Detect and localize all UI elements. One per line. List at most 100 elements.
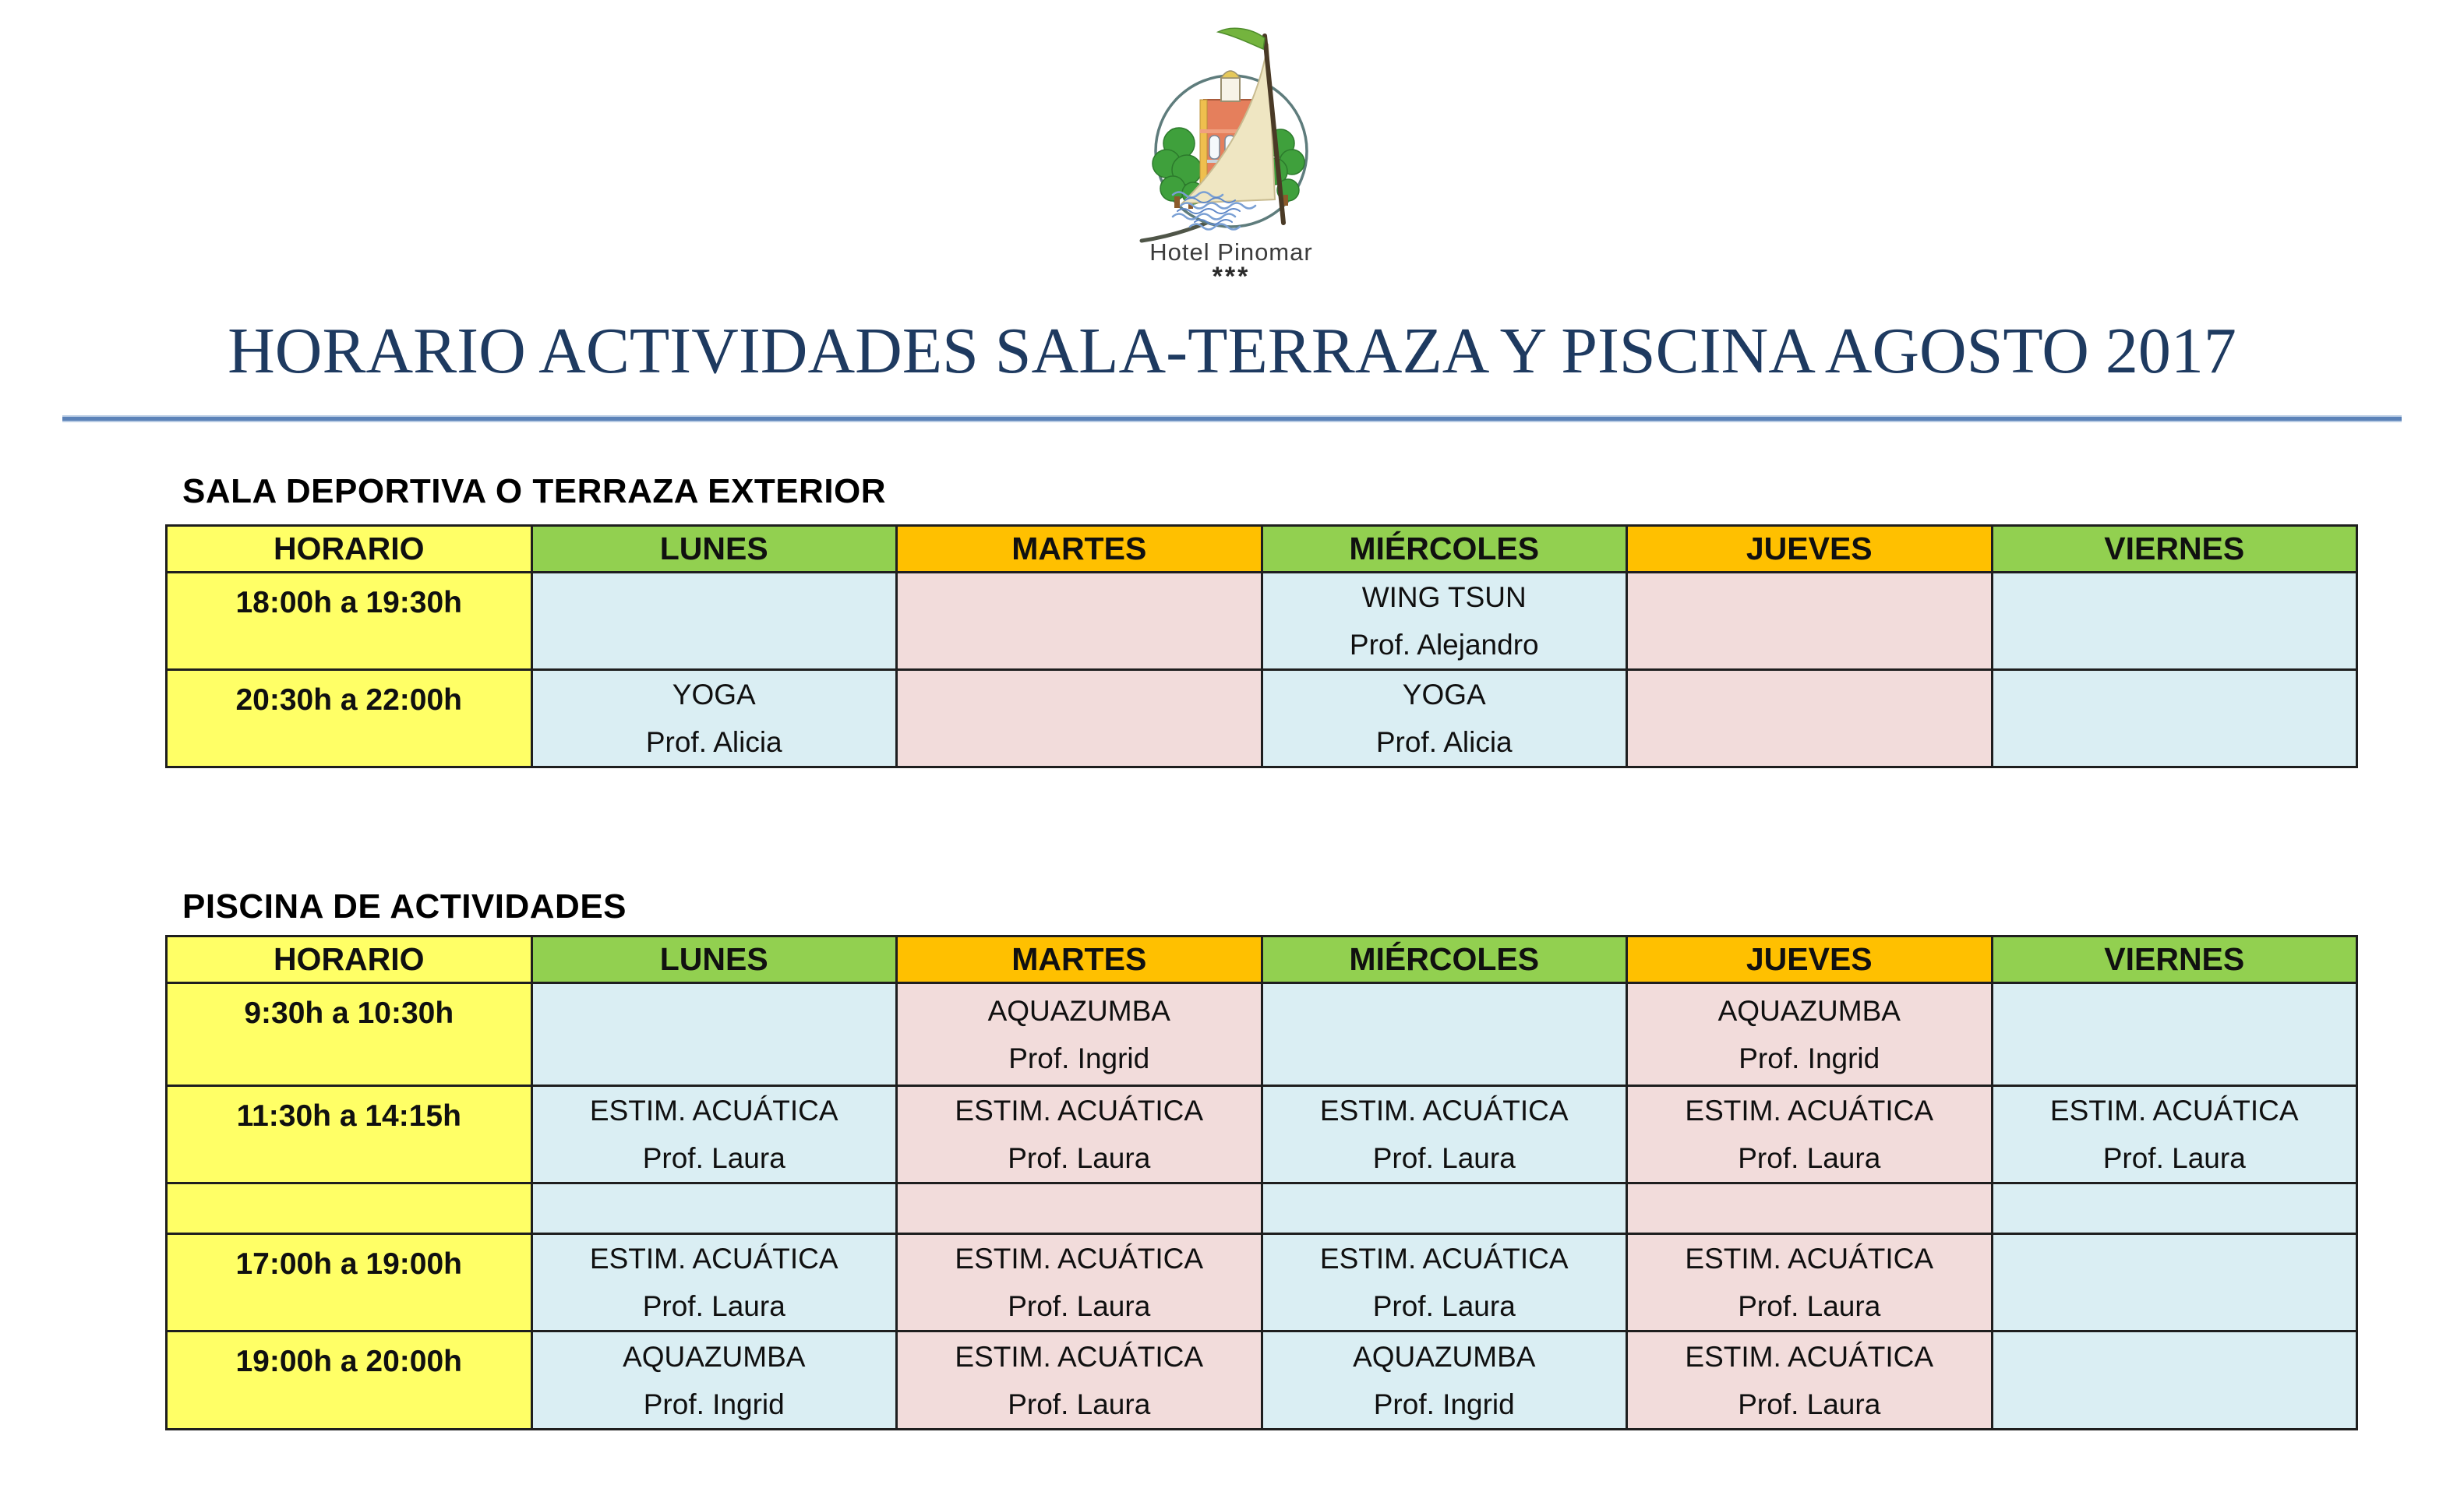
- time-cell: 11:30h a 14:15h: [165, 1085, 533, 1184]
- schedule-cell-line: Prof. Laura: [1738, 1290, 1881, 1322]
- schedule-cell: [1626, 1182, 1993, 1235]
- spacer-row: [165, 1182, 2358, 1235]
- flag: [1216, 27, 1266, 51]
- header-row: HORARIO LUNES MARTES MIÉRCOLES JUEVES VIERNES: [165, 524, 2358, 573]
- schedule-cell-line: Prof. Laura: [1008, 1290, 1151, 1322]
- time-cell: [165, 1182, 533, 1235]
- schedule-cell: ESTIM. ACUÁTICA Prof. Laura: [1626, 1085, 1993, 1184]
- schedule-cell-line: ESTIM. ACUÁTICA: [1685, 1340, 1934, 1373]
- horario-header-cell: HORARIO: [165, 935, 533, 984]
- schedule-cell: ESTIM. ACUÁTICA Prof. Laura: [530, 1085, 898, 1184]
- schedule-cell-line: ESTIM. ACUÁTICA: [1685, 1095, 1934, 1127]
- schedule-cell: ESTIM. ACUÁTICA Prof. Laura: [1260, 1085, 1628, 1184]
- schedule-cell: AQUAZUMBA Prof. Ingrid: [895, 982, 1263, 1087]
- day-header-cell: MARTES: [895, 935, 1263, 984]
- mast: [1262, 34, 1286, 225]
- header-row: HORARIO LUNES MARTES MIÉRCOLES JUEVES VIERNES: [165, 935, 2358, 984]
- schedule-cell: [530, 982, 898, 1087]
- day-header-cell: LUNES: [530, 935, 898, 984]
- schedule-cell: YOGA Prof. Alicia: [530, 668, 898, 768]
- schedule-cell: [1260, 1182, 1628, 1235]
- schedule-cell: [1990, 1182, 2358, 1235]
- day-header-cell: MIÉRCOLES: [1260, 524, 1628, 573]
- schedule-cell-line: AQUAZUMBA: [623, 1340, 806, 1373]
- schedule-row: 17:00h a 19:00h ESTIM. ACUÁTICA Prof. Laur…: [165, 1233, 2358, 1332]
- day-header-cell: MIÉRCOLES: [1260, 935, 1628, 984]
- day-header-cell: VIERNES: [1990, 524, 2358, 573]
- schedule-cell: ESTIM. ACUÁTICA Prof. Laura: [895, 1233, 1263, 1332]
- schedule-cell: [1626, 571, 1993, 671]
- hotel-logo-stars: ***: [1212, 262, 1251, 291]
- schedule-row: 18:00h a 19:30h WING TSUN Prof. Alejandro: [165, 571, 2358, 671]
- schedule-cell-line: Prof. Alicia: [645, 726, 782, 758]
- title-underline: [62, 415, 2402, 422]
- schedule-cell-line: Prof. Laura: [1372, 1142, 1516, 1174]
- schedule-cell: [1260, 982, 1628, 1087]
- schedule-cell: [530, 1182, 898, 1235]
- sala-deportiva-schedule-table: HORARIO LUNES MARTES MIÉRCOLES JUEVES VIERNES…: [165, 524, 2358, 768]
- schedule-cell-line: ESTIM. ACUÁTICA: [1685, 1243, 1934, 1275]
- schedule-row: 11:30h a 14:15h ESTIM. ACUÁTICA Prof. Laur…: [165, 1085, 2358, 1184]
- piscina-schedule-table: HORARIO LUNES MARTES MIÉRCOLES JUEVES VIERNES…: [165, 935, 2358, 1430]
- schedule-cell-line: Prof. Laura: [642, 1142, 785, 1174]
- schedule-row: 20:30h a 22:00h YOGA Prof. Alicia YOGA Prof.…: [165, 668, 2358, 768]
- schedule-cell-line: Prof. Ingrid: [1008, 1042, 1150, 1074]
- schedule-cell-line: Prof. Laura: [1372, 1290, 1516, 1322]
- schedule-cell-line: Prof. Laura: [642, 1290, 785, 1322]
- schedule-cell: ESTIM. ACUÁTICA Prof. Laura: [895, 1085, 1263, 1184]
- section-title-piscina: PISCINA DE ACTIVIDADES: [182, 887, 627, 926]
- sail: [1180, 43, 1276, 205]
- schedule-cell-line: Prof. Laura: [1738, 1388, 1881, 1420]
- schedule-cell-line: Prof. Laura: [1008, 1142, 1151, 1174]
- schedule-row: 9:30h a 10:30h AQUAZUMBA Prof. Ingrid AQUAZ…: [165, 982, 2358, 1087]
- schedule-row: 19:00h a 20:00h AQUAZUMBA Prof. Ingrid ESTI…: [165, 1330, 2358, 1430]
- schedule-cell: [1990, 982, 2358, 1087]
- day-header-cell: MARTES: [895, 524, 1263, 573]
- schedule-cell: ESTIM. ACUÁTICA Prof. Laura: [895, 1330, 1263, 1430]
- schedule-cell-line: ESTIM. ACUÁTICA: [955, 1095, 1204, 1127]
- schedule-cell: ESTIM. ACUÁTICA Prof. Laura: [1260, 1233, 1628, 1332]
- time-cell: 17:00h a 19:00h: [165, 1233, 533, 1332]
- water-waves: [1171, 191, 1257, 231]
- page-title: HORARIO ACTIVIDADES SALA-TERRAZA Y PISCI…: [228, 315, 2236, 387]
- schedule-cell: [1990, 668, 2358, 768]
- schedule-cell-line: AQUAZUMBA: [1353, 1340, 1536, 1373]
- schedule-cell: YOGA Prof. Alicia: [1260, 668, 1628, 768]
- schedule-cell: ESTIM. ACUÁTICA Prof. Laura: [1626, 1330, 1993, 1430]
- hotel-logo-name: Hotel Pinomar: [1149, 238, 1313, 266]
- section-title-sala-deportiva: SALA DEPORTIVA O TERRAZA EXTERIOR: [182, 472, 887, 510]
- schedule-cell-line: ESTIM. ACUÁTICA: [955, 1243, 1204, 1275]
- schedule-cell-line: ESTIM. ACUÁTICA: [589, 1095, 838, 1127]
- time-cell: 18:00h a 19:30h: [165, 571, 533, 671]
- schedule-cell-line: YOGA: [1402, 679, 1486, 711]
- schedule-cell-line: ESTIM. ACUÁTICA: [955, 1340, 1204, 1373]
- time-cell: 9:30h a 10:30h: [165, 982, 533, 1087]
- schedule-cell: AQUAZUMBA Prof. Ingrid: [530, 1330, 898, 1430]
- day-header-cell: LUNES: [530, 524, 898, 573]
- time-cell: 20:30h a 22:00h: [165, 668, 533, 768]
- schedule-cell-line: Prof. Ingrid: [1373, 1388, 1515, 1420]
- schedule-cell: [895, 571, 1263, 671]
- schedule-cell: [530, 571, 898, 671]
- day-header-cell: JUEVES: [1626, 524, 1993, 573]
- schedule-cell-line: ESTIM. ACUÁTICA: [2049, 1095, 2299, 1127]
- schedule-cell-line: Prof. Alicia: [1375, 726, 1513, 758]
- schedule-cell-line: ESTIM. ACUÁTICA: [589, 1243, 838, 1275]
- schedule-cell: [895, 668, 1263, 768]
- schedule-cell: [1990, 1330, 2358, 1430]
- day-header-cell: VIERNES: [1990, 935, 2358, 984]
- schedule-cell: AQUAZUMBA Prof. Ingrid: [1626, 982, 1993, 1087]
- schedule-cell-line: AQUAZUMBA: [1717, 994, 1901, 1027]
- schedule-cell-line: Prof. Laura: [1008, 1388, 1151, 1420]
- schedule-cell-line: Prof. Ingrid: [643, 1388, 785, 1420]
- schedule-cell: [1990, 571, 2358, 671]
- schedule-cell-line: ESTIM. ACUÁTICA: [1319, 1095, 1569, 1127]
- schedule-cell-line: Prof. Ingrid: [1739, 1042, 1880, 1074]
- schedule-cell: ESTIM. ACUÁTICA Prof. Laura: [530, 1233, 898, 1332]
- time-cell: 19:00h a 20:00h: [165, 1330, 533, 1430]
- schedule-cell: ESTIM. ACUÁTICA Prof. Laura: [1990, 1085, 2358, 1184]
- schedule-cell: [895, 1182, 1263, 1235]
- schedule-cell-line: Prof. Laura: [1738, 1142, 1881, 1174]
- schedule-cell-line: Prof. Laura: [2102, 1142, 2246, 1174]
- schedule-cell: WING TSUN Prof. Alejandro: [1260, 571, 1628, 671]
